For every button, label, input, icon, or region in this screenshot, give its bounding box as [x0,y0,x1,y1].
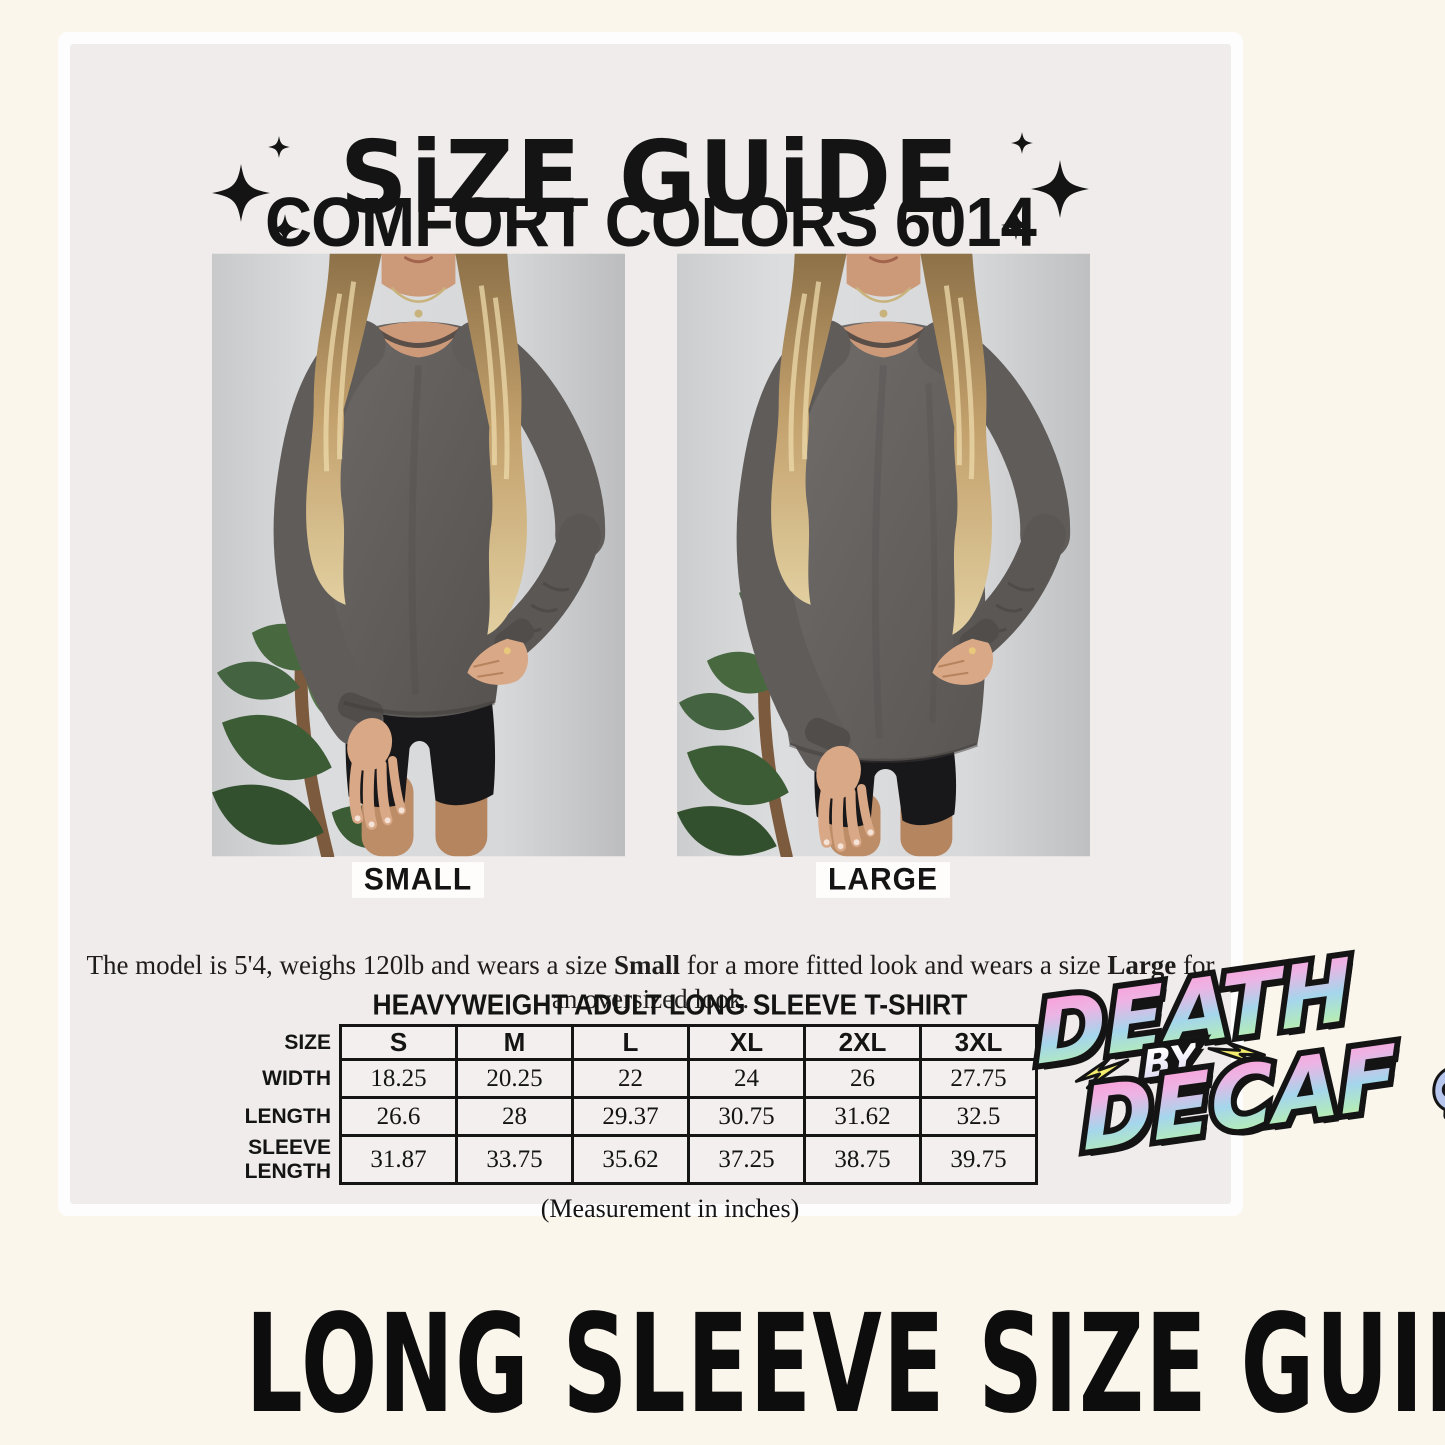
row-label-sleeve-length: SLEEVE LENGTH [244,1135,331,1183]
table-row-width: WIDTH 18.25 20.25 22 24 26 27.75 [181,1058,1038,1099]
lightning-bolt-right-icon [1207,1040,1267,1066]
desc-bold-small: Small [613,950,680,980]
subtitle: COMFORT COLORS 6014 [265,183,1037,261]
size-table: SIZE S M L XL 2XL 3XL WIDTH 18.25 20.25 … [181,1024,1038,1185]
lightning-bolt-left-icon [1074,1056,1130,1089]
model-description: The model is 5'4, weighs 120lb and wears… [81,948,1221,1017]
cell-width-xl: 24 [687,1058,806,1099]
cell-sleeve-s: 31.87 [339,1134,458,1185]
page-title: SiZE GUiDE [339,119,962,236]
model-large [736,253,1070,857]
col-header-xl: XL [687,1024,806,1061]
col-header-2xl: 2XL [803,1024,922,1061]
row-label-size: SIZE [284,1030,331,1054]
cell-sleeve-3xl: 39.75 [919,1134,1038,1185]
skull-icon [1432,1064,1445,1122]
photo-label-small: SMALL [351,862,485,898]
desc-text: for a more fitted look and wears a size [679,950,1108,980]
photo-large-figure: LARGE [676,253,1090,898]
model-small [273,253,605,857]
death-by-decaf-logo: DEATHDEATH BYBY DECAFDECAF [1027,934,1445,1177]
footer-title: LONG SLEEVE SIZE GUIDE [245,1286,1445,1444]
sparkle-cluster-right-icon [1000,131,1089,240]
cell-sleeve-m: 33.75 [455,1134,574,1185]
cell-length-2xl: 31.62 [803,1096,922,1137]
cell-length-xl: 30.75 [687,1096,806,1137]
col-header-s: S [339,1024,458,1061]
cell-width-s: 18.25 [339,1058,458,1099]
table-row-sleeve-length: SLEEVE LENGTH 31.87 33.75 35.62 37.25 38… [181,1134,1038,1185]
cell-length-s: 26.6 [339,1096,458,1137]
cell-length-m: 28 [455,1096,574,1137]
desc-bold-large: Large [1107,950,1177,980]
title-row: SiZE GUiDE [70,48,1231,307]
photo-label-large: LARGE [816,862,950,898]
col-header-m: M [455,1024,574,1061]
logo-decaf-row: DECAFDECAF [1073,1021,1445,1177]
size-table-title: HEAVYWEIGHT ADULT LONG SLEEVE T-SHIRT [372,989,968,1021]
col-header-l: L [571,1024,690,1061]
sparkle-cluster-left-icon [212,135,301,244]
row-label-length: LENGTH [244,1104,331,1128]
cell-length-l: 29.37 [571,1096,690,1137]
model-photo-small [211,253,625,857]
cell-sleeve-2xl: 38.75 [803,1134,922,1185]
cell-width-2xl: 26 [803,1058,922,1099]
model-photo-large [676,253,1090,857]
table-row-length: LENGTH 26.6 28 29.37 30.75 31.62 32.5 [181,1096,1038,1137]
model-photos: SMALL [70,253,1231,898]
row-label-width: WIDTH [262,1066,331,1090]
cell-length-3xl: 32.5 [919,1096,1038,1137]
cell-width-3xl: 27.75 [919,1058,1038,1099]
table-row-header: SIZE S M L XL 2XL 3XL [181,1024,1038,1061]
cell-width-m: 20.25 [455,1058,574,1099]
desc-text: for an oversized look. [551,950,1215,1015]
col-header-3xl: 3XL [919,1024,1038,1061]
measurement-note: (Measurement in inches) [540,1194,800,1223]
size-guide-card: SiZE GUiDE COMFORT COLORS 6014 [70,44,1231,1223]
cell-width-l: 22 [571,1058,690,1099]
cell-sleeve-xl: 37.25 [687,1134,806,1185]
desc-text: The model is 5'4, weighs 120lb and wears… [86,950,614,980]
photo-small-figure: SMALL [211,253,625,898]
cell-sleeve-l: 35.62 [571,1134,690,1185]
size-table-section: HEAVYWEIGHT ADULT LONG SLEEVE T-SHIRT SI… [181,989,1038,1224]
logo-by-row: BYBY [1069,1008,1430,1093]
